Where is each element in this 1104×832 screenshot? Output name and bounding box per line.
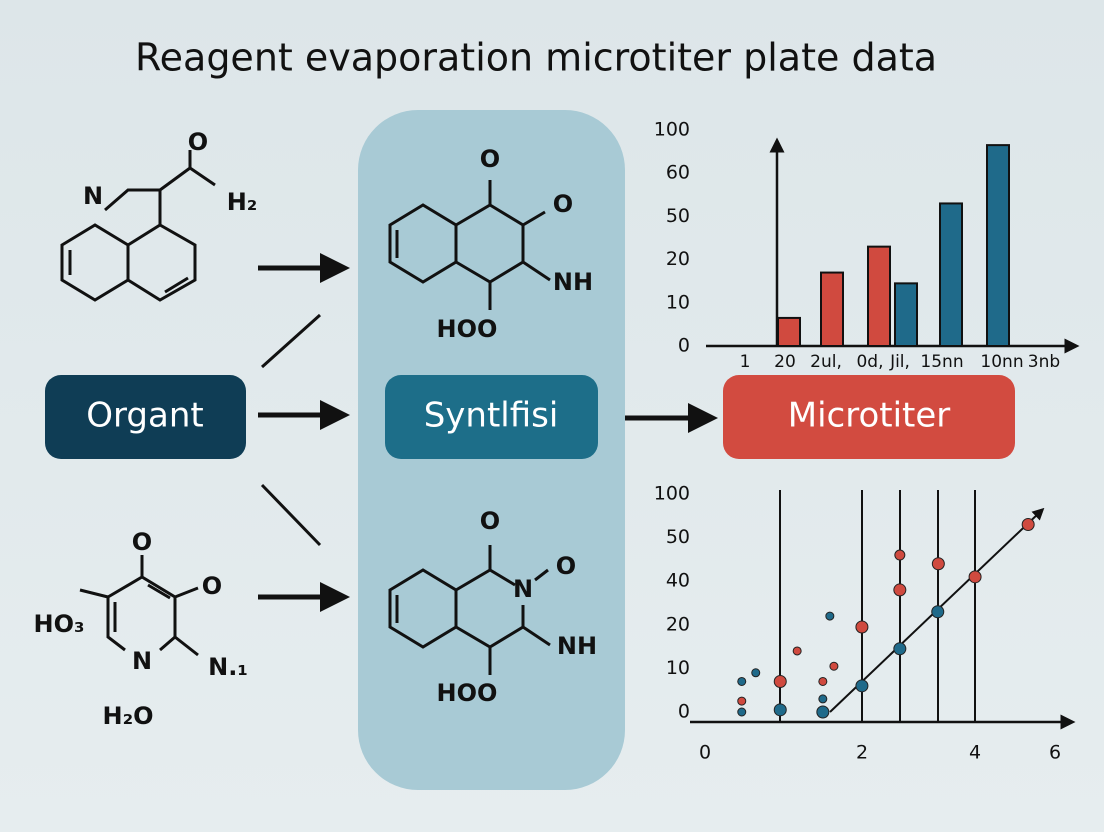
point	[829, 661, 839, 671]
y-tick-label: 40	[666, 570, 690, 592]
point	[737, 676, 747, 686]
atom-label: O	[480, 145, 500, 173]
point	[893, 642, 907, 656]
x-tick-label: 20	[774, 352, 796, 372]
point	[931, 557, 945, 571]
atom-label: N	[132, 647, 152, 675]
x-tick-label: 2	[856, 742, 868, 764]
atom-label: H₂O	[103, 702, 154, 730]
atom-label: NH	[557, 632, 597, 660]
atom-label: HOO	[437, 679, 498, 707]
bar	[986, 144, 1010, 347]
atom-label: N.₁	[208, 653, 248, 681]
point	[737, 696, 747, 706]
point	[825, 611, 835, 621]
point	[773, 703, 787, 717]
atom-label: O	[553, 190, 573, 218]
point	[751, 668, 761, 678]
x-tick-label: 0d,	[856, 352, 883, 372]
point	[893, 583, 907, 597]
y-tick-label: 10	[666, 291, 690, 313]
y-tick-label: 50	[666, 526, 690, 548]
molecule: O N O NH HOO	[388, 507, 597, 707]
point	[855, 620, 869, 634]
atom-label: H₂	[227, 188, 258, 216]
point	[855, 679, 869, 693]
title: Reagent evaporation microtiter plate dat…	[135, 36, 937, 80]
node-box	[45, 375, 246, 459]
x-tick-label: 10nn	[980, 352, 1023, 372]
y-tick-label: 20	[666, 613, 690, 635]
atom-label: O	[556, 552, 576, 580]
bar	[939, 202, 963, 347]
node-box	[385, 375, 598, 459]
point	[818, 676, 828, 686]
x-tick-label: 6	[1049, 742, 1061, 764]
x-tick-label: 2ul,	[810, 352, 842, 372]
point	[737, 707, 747, 717]
molecule: O O NH HOO	[388, 145, 593, 343]
point	[1021, 518, 1035, 532]
y-tick-label: 10	[666, 657, 690, 679]
node-label: Syntlfisi	[424, 396, 559, 436]
bar	[867, 245, 891, 347]
y-tick-label: 100	[654, 483, 690, 505]
node-label: Microtiter	[788, 396, 951, 436]
atom-label: N	[513, 575, 533, 603]
x-tick-label: 1	[740, 352, 751, 372]
node-box	[723, 375, 1015, 459]
x-tick-label: 4	[969, 742, 981, 764]
point	[816, 705, 830, 719]
molecule: N O H₂	[60, 128, 258, 302]
y-tick-label: 100	[654, 119, 690, 141]
bar	[894, 282, 918, 347]
point	[818, 694, 828, 704]
atom-label: HOO	[437, 315, 498, 343]
point	[894, 549, 906, 561]
y-tick-label: 50	[666, 205, 690, 227]
point	[968, 570, 982, 584]
bar	[820, 271, 844, 347]
arrows	[258, 253, 718, 612]
atom-label: N	[83, 182, 103, 210]
atom-label: O	[480, 507, 500, 535]
y-tick-label: 0	[678, 701, 690, 723]
point	[773, 674, 787, 688]
x-tick-label: Jil,	[889, 352, 910, 372]
atom-label: O	[188, 128, 208, 156]
x-tick-label: 15nn	[920, 352, 963, 372]
x-tick-label: 0	[699, 742, 711, 764]
atom-label: O	[132, 528, 152, 556]
atom-label: NH	[553, 268, 593, 296]
atom-label: O	[202, 572, 222, 600]
y-tick-label: 60	[666, 162, 690, 184]
bar	[777, 316, 801, 348]
atom-label: HO₃	[34, 610, 85, 638]
point	[931, 605, 945, 619]
point	[792, 646, 802, 656]
x-tick-label: 3nb	[1028, 352, 1060, 372]
node-label: Organt	[86, 396, 203, 436]
molecule: O O HO₃ N N.₁ H₂O	[34, 528, 248, 730]
y-tick-label: 20	[666, 248, 690, 270]
y-tick-label: 0	[678, 335, 690, 357]
